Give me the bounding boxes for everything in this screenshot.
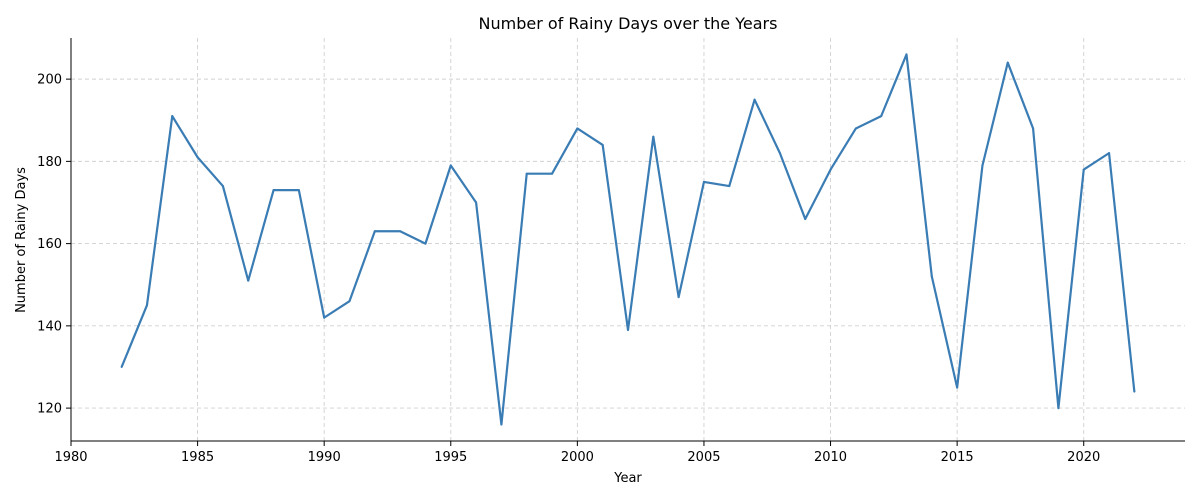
x-tick-label: 2020 <box>1067 450 1100 465</box>
data-point <box>120 365 123 368</box>
series-line <box>120 53 1136 426</box>
y-tick-label: 140 <box>37 319 62 334</box>
data-point <box>652 135 655 138</box>
x-tick-label: 1980 <box>54 450 87 465</box>
x-tick-label: 2005 <box>687 450 720 465</box>
data-point <box>956 386 959 389</box>
data-point <box>500 423 503 426</box>
data-point <box>1108 152 1111 155</box>
data-point <box>753 98 756 101</box>
data-point <box>525 172 528 175</box>
data-point <box>778 152 781 155</box>
x-axis-label: Year <box>613 471 642 486</box>
data-point <box>981 164 984 167</box>
data-point <box>829 168 832 171</box>
data-point <box>1006 61 1009 64</box>
data-point <box>272 189 275 192</box>
data-point <box>804 217 807 220</box>
data-point <box>247 279 250 282</box>
y-tick-label: 180 <box>37 155 62 170</box>
data-point <box>576 127 579 130</box>
data-point <box>627 328 629 331</box>
data-point <box>1057 407 1060 410</box>
y-tick-label: 160 <box>37 237 62 252</box>
data-point <box>854 127 857 130</box>
data-point <box>728 185 731 188</box>
data-point <box>601 143 604 146</box>
data-point <box>323 316 326 319</box>
data-point <box>171 115 174 118</box>
y-axis-label: Number of Rainy Days <box>14 167 29 313</box>
data-point <box>1032 127 1035 130</box>
data-point <box>880 115 883 118</box>
data-point <box>348 300 351 303</box>
y-tick-label: 120 <box>37 402 62 417</box>
data-point <box>1133 390 1136 393</box>
chart-title: Number of Rainy Days over the Years <box>479 14 778 33</box>
data-point <box>297 189 300 192</box>
data-point <box>551 172 554 175</box>
data-point <box>196 156 199 159</box>
data-point <box>221 185 224 188</box>
data-point <box>677 296 680 299</box>
x-tick-label: 1990 <box>308 450 341 465</box>
data-point <box>930 275 933 278</box>
x-tick-label: 1985 <box>181 450 214 465</box>
data-point <box>702 180 705 183</box>
data-point <box>399 230 402 233</box>
x-tick-label: 2015 <box>941 450 974 465</box>
data-point <box>424 242 427 245</box>
data-point <box>1082 168 1085 171</box>
x-tick-label: 2010 <box>814 450 847 465</box>
y-tick-label: 200 <box>37 73 62 88</box>
y-axis-ticks: 120 140 160 180 200 <box>37 73 71 417</box>
series <box>120 53 1136 426</box>
data-point <box>145 304 148 307</box>
x-tick-label: 1995 <box>434 450 467 465</box>
x-tick-label: 2000 <box>561 450 594 465</box>
data-point <box>475 201 478 204</box>
data-point <box>449 164 452 167</box>
x-axis-ticks: 1980 1985 1990 1995 2000 2005 2010 2015 2020 <box>54 441 1100 465</box>
data-point <box>373 230 376 233</box>
data-point <box>905 53 908 56</box>
